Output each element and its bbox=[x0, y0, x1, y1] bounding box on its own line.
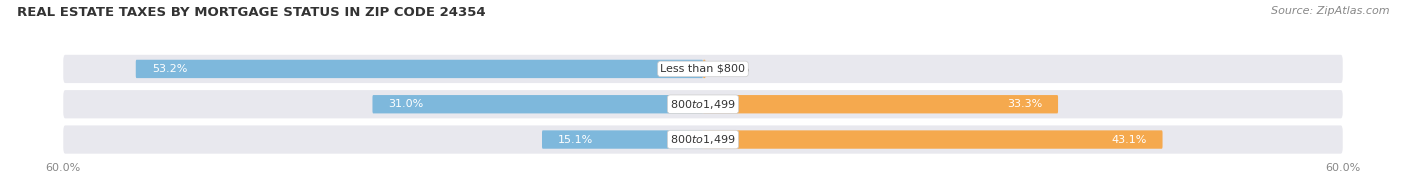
FancyBboxPatch shape bbox=[63, 125, 1343, 154]
Text: 31.0%: 31.0% bbox=[388, 99, 423, 109]
Text: 43.1%: 43.1% bbox=[1111, 134, 1146, 144]
FancyBboxPatch shape bbox=[541, 130, 703, 149]
Text: 53.2%: 53.2% bbox=[152, 64, 187, 74]
Text: $800 to $1,499: $800 to $1,499 bbox=[671, 133, 735, 146]
Text: 0.24%: 0.24% bbox=[714, 64, 749, 74]
FancyBboxPatch shape bbox=[63, 55, 1343, 83]
Text: $800 to $1,499: $800 to $1,499 bbox=[671, 98, 735, 111]
FancyBboxPatch shape bbox=[136, 60, 703, 78]
Text: Source: ZipAtlas.com: Source: ZipAtlas.com bbox=[1271, 6, 1389, 16]
Text: 15.1%: 15.1% bbox=[558, 134, 593, 144]
FancyBboxPatch shape bbox=[703, 130, 1163, 149]
Text: REAL ESTATE TAXES BY MORTGAGE STATUS IN ZIP CODE 24354: REAL ESTATE TAXES BY MORTGAGE STATUS IN … bbox=[17, 6, 485, 19]
Text: Less than $800: Less than $800 bbox=[661, 64, 745, 74]
FancyBboxPatch shape bbox=[703, 95, 1059, 113]
FancyBboxPatch shape bbox=[63, 90, 1343, 118]
FancyBboxPatch shape bbox=[373, 95, 703, 113]
Text: 33.3%: 33.3% bbox=[1007, 99, 1042, 109]
FancyBboxPatch shape bbox=[703, 60, 706, 78]
